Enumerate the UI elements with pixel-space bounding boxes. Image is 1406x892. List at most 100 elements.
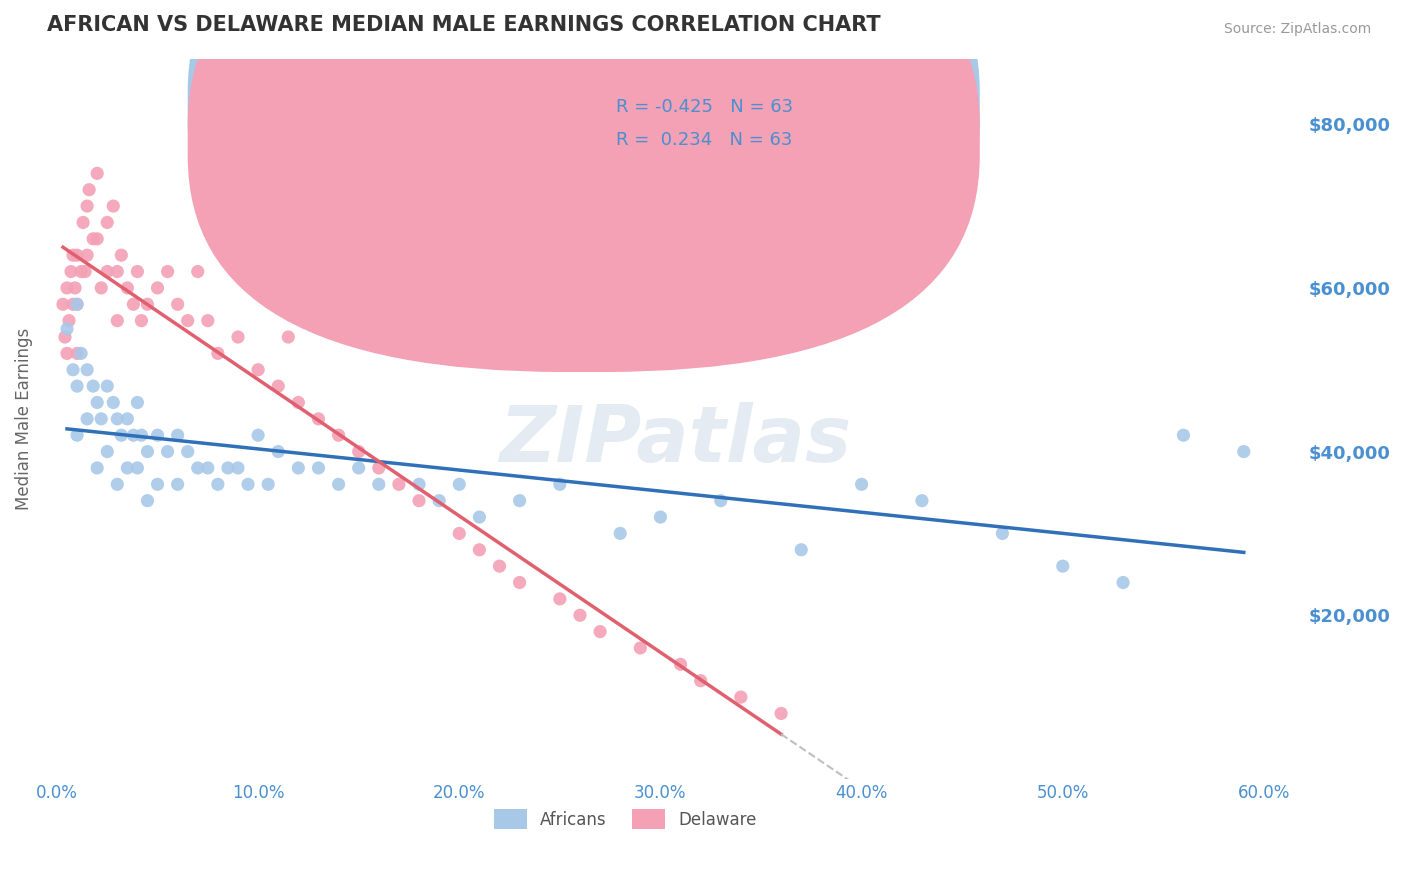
Point: [328, 428, 350, 442]
Point: [60, 264, 83, 278]
Point: [90, 281, 112, 295]
Point: [77, 183, 100, 197]
Point: [66, 248, 89, 262]
Point: [58, 313, 80, 327]
Point: [146, 428, 169, 442]
Text: ZIPatlas: ZIPatlas: [499, 402, 852, 478]
Y-axis label: Median Male Earnings: Median Male Earnings: [15, 327, 32, 510]
Point: [86, 461, 108, 475]
Point: [56, 346, 79, 360]
Point: [710, 493, 733, 508]
Point: [468, 542, 491, 557]
Point: [176, 444, 198, 458]
Point: [96, 379, 118, 393]
Point: [122, 297, 145, 311]
Point: [609, 526, 631, 541]
FancyBboxPatch shape: [537, 73, 934, 170]
Point: [197, 461, 219, 475]
Point: [991, 526, 1014, 541]
Point: [75, 264, 97, 278]
Point: [76, 363, 98, 377]
Point: [166, 428, 188, 442]
Point: [730, 690, 752, 704]
Point: [127, 264, 149, 278]
Point: [110, 248, 132, 262]
Point: [187, 461, 209, 475]
Point: [226, 461, 249, 475]
Point: [70, 346, 93, 360]
Point: [86, 395, 108, 409]
Point: [105, 264, 128, 278]
Point: [136, 444, 159, 458]
Point: [110, 428, 132, 442]
Point: [468, 510, 491, 524]
Point: [82, 232, 104, 246]
Point: [307, 461, 329, 475]
Point: [103, 395, 125, 409]
Point: [90, 412, 112, 426]
Point: [247, 363, 270, 377]
Point: [66, 297, 89, 311]
Point: [267, 379, 290, 393]
Point: [76, 199, 98, 213]
Point: [131, 428, 153, 442]
Text: R =  0.234   N = 63: R = 0.234 N = 63: [616, 131, 793, 149]
Point: [176, 313, 198, 327]
Point: [207, 346, 229, 360]
Point: [367, 477, 389, 491]
Point: [62, 248, 84, 262]
Text: Source: ZipAtlas.com: Source: ZipAtlas.com: [1223, 22, 1371, 37]
Point: [136, 493, 159, 508]
Point: [72, 215, 94, 229]
Point: [136, 297, 159, 311]
Point: [127, 395, 149, 409]
Point: [328, 477, 350, 491]
Point: [689, 673, 711, 688]
Point: [408, 477, 430, 491]
Point: [1233, 444, 1256, 458]
Point: [117, 461, 139, 475]
Point: [427, 493, 450, 508]
Point: [367, 461, 389, 475]
Point: [53, 330, 76, 344]
Point: [449, 477, 471, 491]
Point: [277, 330, 299, 344]
Point: [509, 493, 531, 508]
Point: [187, 264, 209, 278]
Point: [62, 297, 84, 311]
Point: [1112, 575, 1135, 590]
Point: [408, 493, 430, 508]
Point: [197, 313, 219, 327]
Point: [105, 477, 128, 491]
Point: [388, 477, 411, 491]
Point: [247, 428, 270, 442]
Point: [166, 297, 188, 311]
Point: [146, 281, 169, 295]
Point: [56, 281, 79, 295]
Point: [287, 395, 309, 409]
Point: [62, 363, 84, 377]
Legend: Africans, Delaware: Africans, Delaware: [486, 803, 763, 836]
Point: [650, 510, 672, 524]
Point: [287, 461, 309, 475]
Point: [66, 428, 89, 442]
Point: [1173, 428, 1195, 442]
Point: [96, 444, 118, 458]
FancyBboxPatch shape: [187, 0, 980, 372]
Point: [96, 264, 118, 278]
Point: [131, 313, 153, 327]
Point: [76, 412, 98, 426]
Point: [770, 706, 793, 721]
Point: [76, 248, 98, 262]
Point: [117, 412, 139, 426]
Point: [66, 346, 89, 360]
Point: [82, 379, 104, 393]
Point: [628, 640, 651, 655]
Point: [347, 461, 370, 475]
Point: [267, 444, 290, 458]
Point: [1052, 559, 1074, 574]
Point: [63, 281, 86, 295]
Point: [166, 477, 188, 491]
Point: [548, 591, 571, 606]
Point: [236, 477, 259, 491]
